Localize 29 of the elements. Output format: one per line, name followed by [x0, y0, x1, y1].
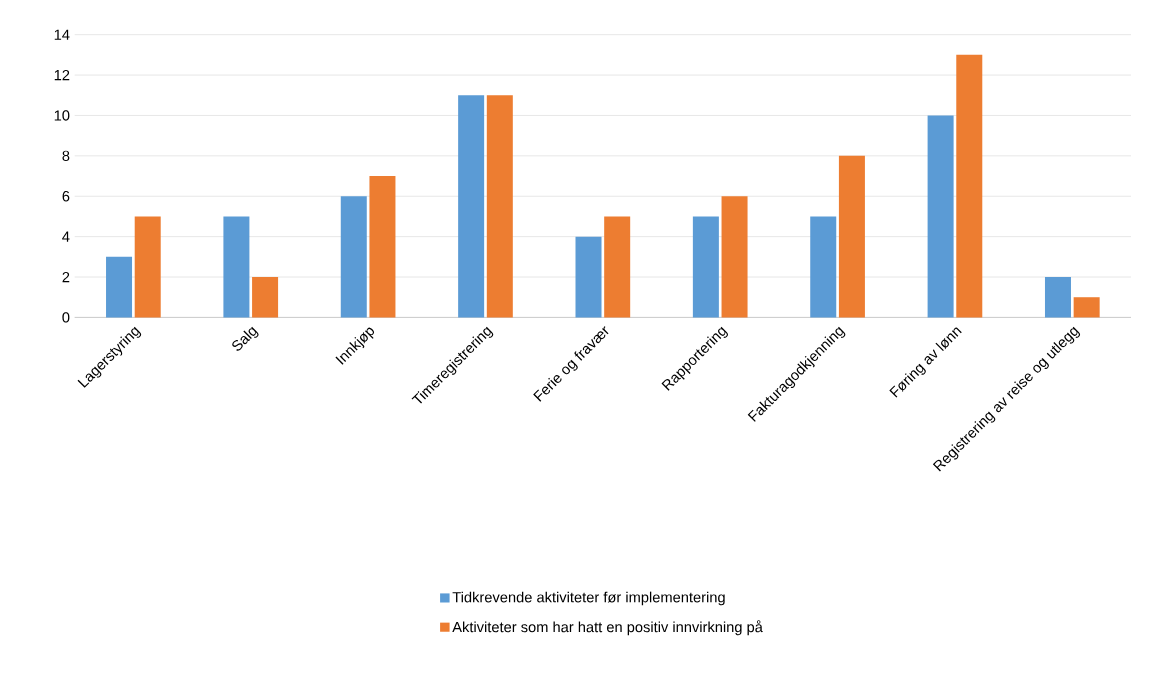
y-tick-label: 2 — [62, 271, 70, 283]
bar — [721, 196, 748, 318]
bar — [1044, 277, 1071, 318]
bar — [927, 115, 954, 318]
bar — [810, 216, 837, 318]
bar — [369, 176, 396, 318]
bar — [223, 216, 250, 318]
bar — [134, 216, 161, 318]
x-tick-label: Salg — [232, 326, 259, 351]
y-tick-label: 14 — [54, 29, 70, 40]
bar — [340, 196, 367, 318]
bar — [252, 277, 279, 318]
legend-label: Aktiviteter som har hatt en positiv innvirkning på — [452, 620, 763, 636]
y-tick-label: 6 — [62, 191, 70, 202]
bar — [956, 54, 983, 318]
y-tick-label: 10 — [54, 110, 70, 121]
bar — [458, 95, 485, 318]
bar — [604, 216, 631, 318]
bar — [106, 256, 133, 318]
bar — [575, 236, 602, 318]
y-tick-label: 4 — [62, 231, 70, 242]
y-tick-label: 0 — [62, 312, 70, 323]
bar — [838, 155, 865, 318]
bar — [692, 216, 719, 318]
legend-label: Tidkrevende aktiviteter før implementering — [452, 591, 725, 606]
y-tick-label: 8 — [62, 150, 70, 162]
bar — [1073, 297, 1100, 318]
y-tick-label: 12 — [54, 70, 70, 81]
bar — [486, 95, 513, 318]
